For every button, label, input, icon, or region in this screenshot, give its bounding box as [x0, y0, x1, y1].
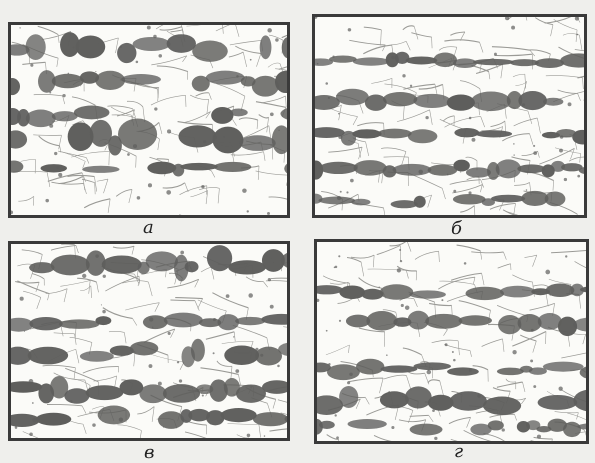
micrograph-panel-c [8, 241, 290, 441]
caption-d: г [454, 441, 464, 462]
micrograph-panel-b [312, 14, 587, 218]
micrograph-d [317, 242, 586, 441]
micrograph-a [11, 25, 287, 215]
caption-c: в [144, 442, 155, 463]
micrograph-b [315, 17, 584, 215]
micrograph-panel-a [8, 22, 290, 218]
micrograph-c [11, 244, 287, 438]
micrograph-panel-d [314, 239, 589, 444]
caption-a: а [143, 217, 154, 238]
caption-b: б [451, 218, 462, 239]
